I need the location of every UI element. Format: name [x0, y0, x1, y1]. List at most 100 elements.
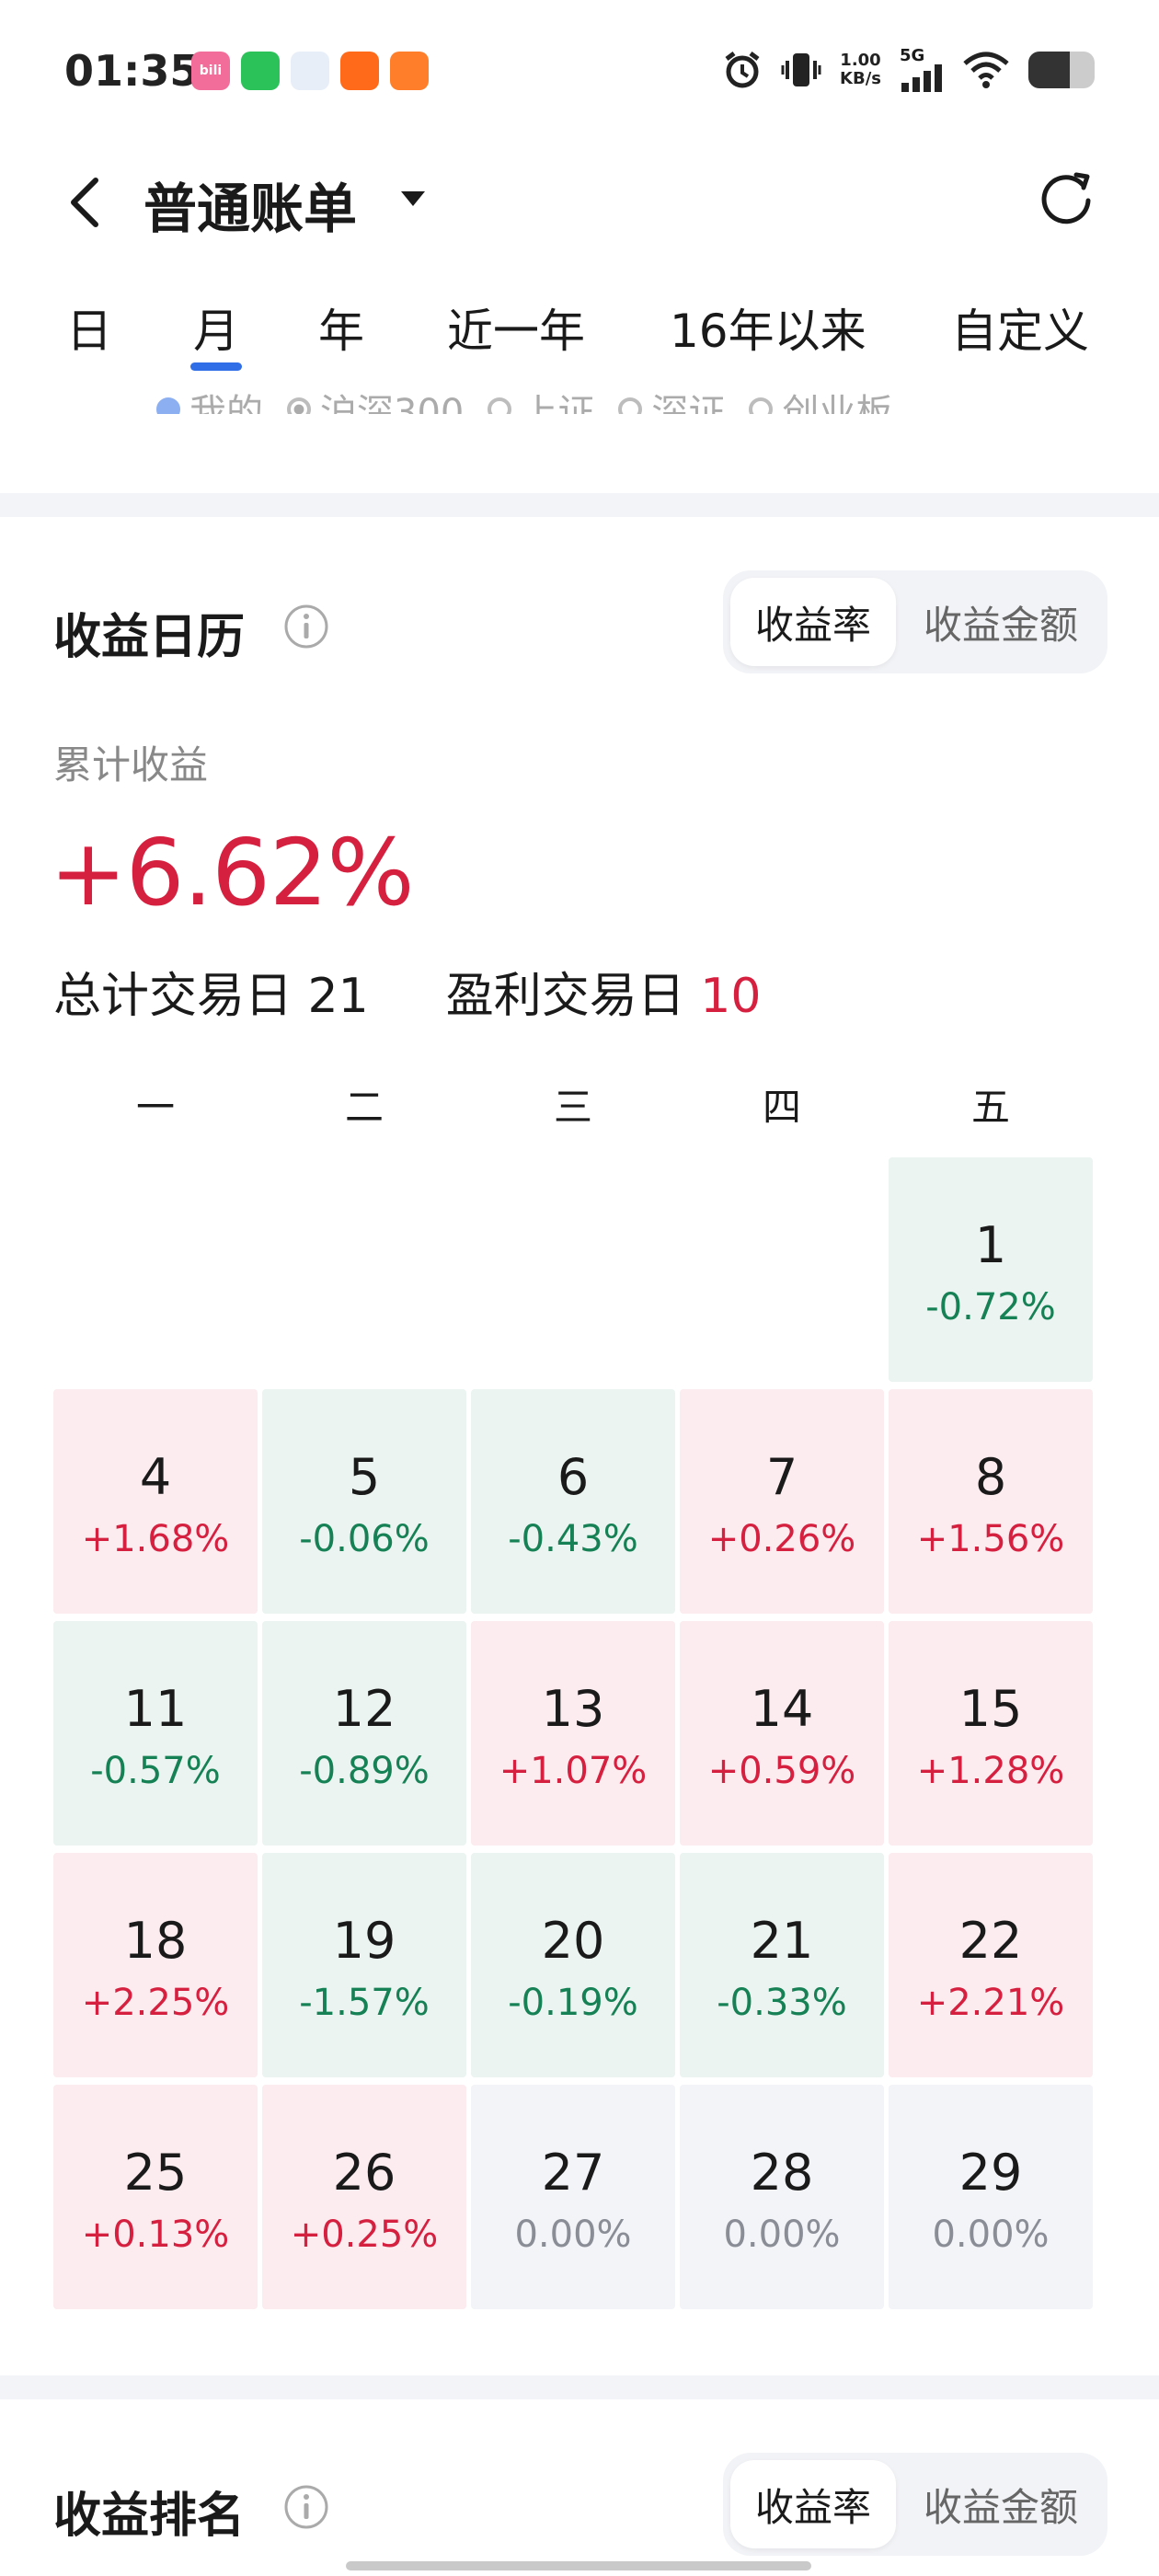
day-number: 6	[557, 1448, 590, 1506]
return-calendar-grid: 1 -0.72% 4 +1.68% 5 -0.06% 6 -0.43% 7 +0.26% 8 +1.5…	[53, 1157, 1095, 2311]
day-return: -0.33%	[717, 1982, 847, 2024]
legend-item-cyb[interactable]: 创业板	[749, 386, 892, 414]
calendar-day-cell[interactable]: 26 +0.25%	[262, 2085, 466, 2309]
calendar-day-cell[interactable]: 6 -0.43%	[471, 1389, 675, 1614]
total-days-value: 21	[307, 969, 369, 1024]
day-number: 22	[958, 1912, 1023, 1970]
weekday-label: 二	[344, 1085, 384, 1130]
calendar-day-cell[interactable]: 13 +1.07%	[471, 1621, 675, 1846]
day-number: 15	[958, 1680, 1023, 1738]
day-number: 11	[123, 1680, 188, 1738]
legend-item-mine[interactable]: 我的	[156, 386, 263, 414]
legend-item-sz[interactable]: 深证	[618, 386, 725, 414]
tab-last-year[interactable]: 近一年	[447, 305, 585, 358]
day-return: +1.28%	[916, 1750, 1065, 1792]
legend-item-sh[interactable]: 上证	[488, 386, 594, 414]
legend-item-hs300[interactable]: 沪深300	[287, 386, 464, 414]
caret-down-icon[interactable]	[397, 188, 429, 210]
day-number: 20	[541, 1912, 605, 1970]
day-return: 0.00%	[723, 2214, 841, 2256]
calendar-day-cell[interactable]: 21 -0.33%	[680, 1853, 884, 2077]
day-number: 8	[974, 1448, 1007, 1506]
calendar-day-cell[interactable]: 19 -1.57%	[262, 1853, 466, 2077]
day-return: 0.00%	[514, 2214, 632, 2256]
net-speed: 1.00 KB/s	[840, 51, 881, 88]
calendar-day-cell[interactable]: 4 +1.68%	[53, 1389, 258, 1614]
weekday-label: 一	[135, 1085, 175, 1130]
day-return: +1.07%	[499, 1750, 648, 1792]
benchmark-legend: 我的 沪深300 上证 深证 创业板	[156, 386, 892, 414]
calendar-day-cell[interactable]: 27 0.00%	[471, 2085, 675, 2309]
day-number: 13	[541, 1680, 605, 1738]
toggle-return-amount[interactable]: 收益金额	[923, 602, 1078, 648]
kuaishou-icon	[340, 52, 379, 90]
info-icon[interactable]	[283, 604, 329, 650]
calendar-day-cell[interactable]: 11 -0.57%	[53, 1621, 258, 1846]
refresh-icon[interactable]	[1036, 167, 1096, 228]
day-return: +0.13%	[81, 2214, 230, 2256]
calendar-day-cell[interactable]: 7 +0.26%	[680, 1389, 884, 1614]
tab-since-16[interactable]: 16年以来	[670, 305, 866, 358]
day-number: 19	[332, 1912, 396, 1970]
day-number: 29	[958, 2144, 1023, 2202]
calendar-day-cell[interactable]: 5 -0.06%	[262, 1389, 466, 1614]
day-return: 0.00%	[932, 2214, 1050, 2256]
day-return: -0.57%	[90, 1750, 221, 1792]
metric-toggle: 收益率 收益金额	[723, 2453, 1107, 2556]
app-header: 普通账单	[0, 147, 1159, 248]
system-indicators: 1.00 KB/s 5G	[722, 48, 1095, 92]
day-return: -0.19%	[508, 1982, 638, 2024]
tab-day[interactable]: 日	[66, 305, 112, 358]
cumulative-label: 累计收益	[53, 742, 209, 788]
weekday-label: 三	[553, 1085, 592, 1130]
day-number: 21	[750, 1912, 814, 1970]
calendar-day-cell[interactable]: 25 +0.13%	[53, 2085, 258, 2309]
info-icon[interactable]	[283, 2484, 329, 2530]
home-indicator[interactable]	[346, 2561, 811, 2570]
total-days-label: 总计交易日	[53, 969, 293, 1024]
calendar-day-cell[interactable]: 14 +0.59%	[680, 1621, 884, 1846]
day-number: 12	[332, 1680, 396, 1738]
day-number: 18	[123, 1912, 188, 1970]
section-title: 收益排名	[53, 2489, 246, 2544]
calendar-day-cell[interactable]: 15 +1.28%	[889, 1621, 1093, 1846]
day-number: 5	[348, 1448, 381, 1506]
day-return: -0.89%	[299, 1750, 430, 1792]
calendar-day-cell[interactable]: 29 0.00%	[889, 2085, 1093, 2309]
profit-days-label: 盈利交易日	[445, 969, 685, 1024]
back-arrow-icon[interactable]	[63, 175, 109, 230]
calendar-day-cell[interactable]: 28 0.00%	[680, 2085, 884, 2309]
day-return: -0.43%	[508, 1518, 638, 1560]
calendar-day-cell[interactable]: 1 -0.72%	[889, 1157, 1093, 1382]
status-time: 01:35	[64, 46, 200, 96]
page-title[interactable]: 普通账单	[143, 178, 358, 240]
vibrate-icon	[781, 53, 821, 86]
browser-icon	[291, 52, 329, 90]
toggle-return-rate[interactable]: 收益率	[730, 2460, 896, 2548]
day-number: 4	[139, 1448, 172, 1506]
section-divider	[0, 2375, 1159, 2399]
trading-days-stats: 总计交易日 21 盈利交易日 10	[53, 957, 761, 1026]
calendar-day-cell[interactable]: 22 +2.21%	[889, 1853, 1093, 2077]
section-title: 收益日历	[53, 610, 246, 665]
calendar-day-cell[interactable]: 20 -0.19%	[471, 1853, 675, 2077]
calendar-day-cell[interactable]: 8 +1.56%	[889, 1389, 1093, 1614]
tab-custom[interactable]: 自定义	[951, 305, 1089, 358]
tab-month[interactable]: 月	[193, 305, 239, 358]
day-number: 25	[123, 2144, 188, 2202]
calendar-day-cell[interactable]: 12 -0.89%	[262, 1621, 466, 1846]
day-return: -1.57%	[299, 1982, 430, 2024]
day-number: 27	[541, 2144, 605, 2202]
toggle-return-rate[interactable]: 收益率	[730, 578, 896, 666]
day-return: +2.25%	[81, 1982, 230, 2024]
day-return: +1.56%	[916, 1518, 1065, 1560]
radio-checked-icon	[287, 397, 311, 414]
toggle-return-amount[interactable]: 收益金额	[923, 2484, 1078, 2530]
day-return: +1.68%	[81, 1518, 230, 1560]
calendar-day-cell[interactable]: 18 +2.25%	[53, 1853, 258, 2077]
day-return: +2.21%	[916, 1982, 1065, 2024]
tab-year[interactable]: 年	[318, 305, 364, 358]
wechat-icon	[241, 52, 280, 90]
radio-icon	[618, 397, 643, 414]
bilibili-icon: bili	[191, 52, 230, 90]
